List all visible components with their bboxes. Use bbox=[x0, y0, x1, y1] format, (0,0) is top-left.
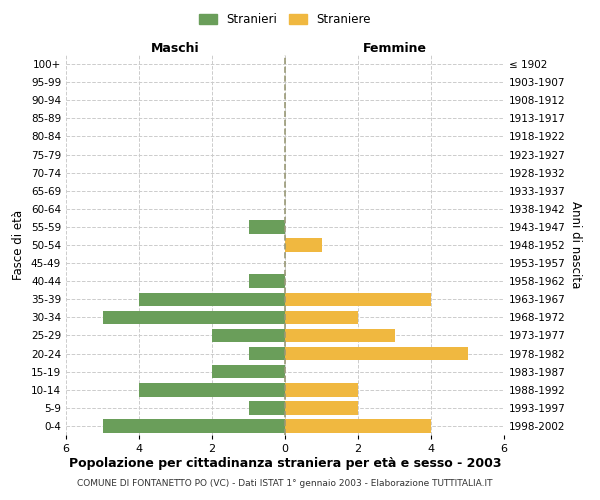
Text: Popolazione per cittadinanza straniera per età e sesso - 2003: Popolazione per cittadinanza straniera p… bbox=[69, 458, 501, 470]
Text: COMUNE DI FONTANETTO PO (VC) - Dati ISTAT 1° gennaio 2003 - Elaborazione TUTTITA: COMUNE DI FONTANETTO PO (VC) - Dati ISTA… bbox=[77, 479, 493, 488]
Bar bbox=[248, 220, 285, 234]
Bar bbox=[285, 310, 358, 324]
Bar bbox=[285, 347, 467, 360]
Bar bbox=[285, 292, 431, 306]
Bar bbox=[103, 310, 285, 324]
Bar bbox=[212, 365, 285, 378]
Y-axis label: Anni di nascita: Anni di nascita bbox=[569, 202, 582, 288]
Bar bbox=[285, 328, 395, 342]
Bar bbox=[285, 419, 431, 432]
Y-axis label: Fasce di età: Fasce di età bbox=[13, 210, 25, 280]
Bar bbox=[212, 328, 285, 342]
Bar bbox=[285, 383, 358, 396]
Bar bbox=[248, 347, 285, 360]
Bar bbox=[248, 401, 285, 414]
Bar bbox=[248, 274, 285, 288]
Text: Maschi: Maschi bbox=[151, 42, 200, 55]
Bar bbox=[139, 383, 285, 396]
Bar bbox=[139, 292, 285, 306]
Legend: Stranieri, Straniere: Stranieri, Straniere bbox=[194, 8, 376, 31]
Bar bbox=[103, 419, 285, 432]
Text: Femmine: Femmine bbox=[362, 42, 427, 55]
Bar bbox=[285, 238, 322, 252]
Bar bbox=[285, 401, 358, 414]
